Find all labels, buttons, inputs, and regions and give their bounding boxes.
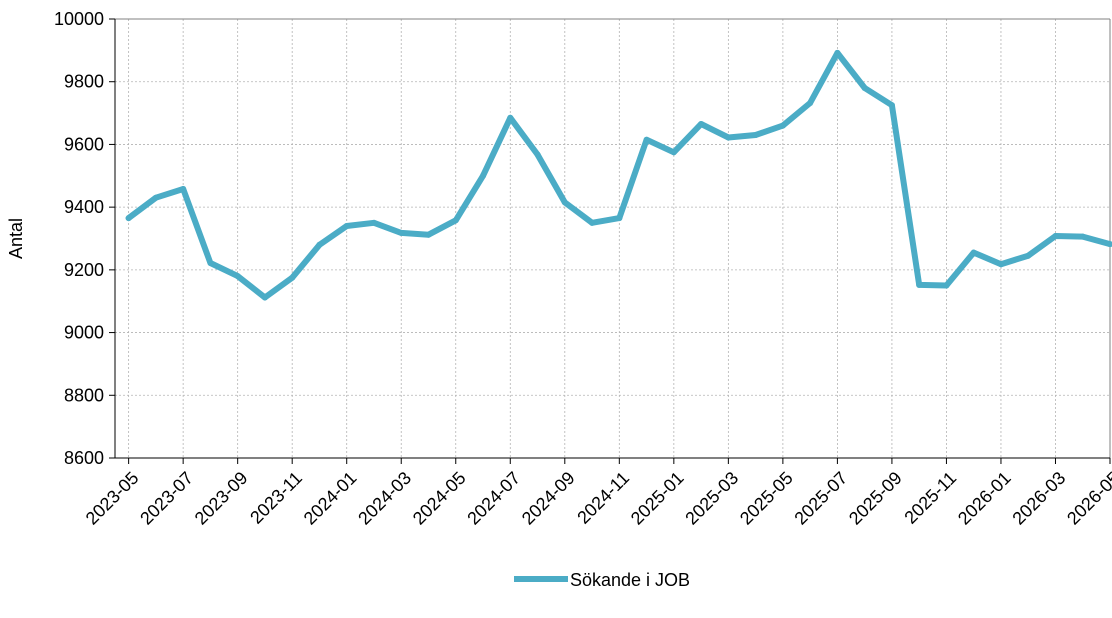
y-tick-label: 9200 bbox=[64, 260, 104, 280]
data-point bbox=[316, 241, 323, 248]
x-tick-label: 2024-09 bbox=[518, 468, 579, 529]
x-tick-label: 2025-11 bbox=[900, 468, 960, 528]
x-tick-label: 2023-11 bbox=[246, 468, 306, 528]
x-tick-label: 2025-03 bbox=[681, 468, 742, 529]
data-point bbox=[970, 249, 977, 256]
y-tick-label: 9800 bbox=[64, 72, 104, 92]
data-point bbox=[180, 185, 187, 192]
data-point bbox=[888, 102, 895, 109]
x-tick-label: 2024-03 bbox=[354, 468, 415, 529]
data-point bbox=[670, 149, 677, 156]
x-tick-label: 2024-11 bbox=[573, 468, 633, 528]
data-point bbox=[398, 229, 405, 236]
x-tick-label: 2024-07 bbox=[463, 468, 524, 529]
data-point bbox=[343, 222, 350, 229]
data-point bbox=[698, 121, 705, 128]
data-point bbox=[1025, 252, 1032, 259]
y-tick-label: 9600 bbox=[64, 134, 104, 154]
data-point bbox=[234, 273, 241, 280]
data-point bbox=[534, 151, 541, 158]
y-tick-label: 10000 bbox=[54, 9, 104, 29]
x-tick-label: 2023-09 bbox=[191, 468, 252, 529]
data-point bbox=[916, 281, 923, 288]
data-point bbox=[370, 219, 377, 226]
data-point bbox=[125, 215, 132, 222]
y-axis-title: Antal bbox=[6, 218, 26, 259]
data-point bbox=[425, 231, 432, 238]
data-point bbox=[1107, 241, 1112, 248]
data-point bbox=[207, 259, 214, 266]
data-point bbox=[643, 136, 650, 143]
data-point bbox=[943, 282, 950, 289]
data-point bbox=[1052, 232, 1059, 239]
data-point bbox=[807, 100, 814, 107]
data-point bbox=[589, 219, 596, 226]
x-tick-label: 2026-03 bbox=[1009, 468, 1070, 529]
grid-lines bbox=[115, 18, 1111, 458]
y-tick-label: 8800 bbox=[64, 385, 104, 405]
data-point bbox=[507, 114, 514, 121]
x-tick-label: 2025-09 bbox=[845, 468, 906, 529]
x-tick-label: 2026-05 bbox=[1063, 468, 1112, 529]
x-tick-label: 2025-07 bbox=[790, 468, 851, 529]
legend-label: Sökande i JOB bbox=[570, 570, 690, 590]
x-tick-label: 2023-07 bbox=[136, 468, 197, 529]
data-point bbox=[861, 84, 868, 91]
data-point bbox=[725, 134, 732, 141]
x-tick-label: 2024-01 bbox=[300, 468, 361, 529]
data-point bbox=[480, 172, 487, 179]
y-tick-label: 8600 bbox=[64, 448, 104, 468]
x-tick-label: 2025-01 bbox=[627, 468, 688, 529]
y-tick-label: 9000 bbox=[64, 323, 104, 343]
data-point bbox=[452, 217, 459, 224]
data-point bbox=[779, 122, 786, 129]
data-point bbox=[997, 261, 1004, 268]
data-point bbox=[616, 215, 623, 222]
x-tick-label: 2024-05 bbox=[409, 468, 470, 529]
legend: Sökande i JOB bbox=[514, 570, 690, 590]
x-tick-label: 2025-05 bbox=[736, 468, 797, 529]
data-point bbox=[834, 49, 841, 56]
data-point bbox=[752, 132, 759, 139]
data-point bbox=[261, 294, 268, 301]
data-point bbox=[1079, 233, 1086, 240]
data-point bbox=[289, 274, 296, 281]
data-point bbox=[561, 199, 568, 206]
x-tick-label: 2023-05 bbox=[82, 468, 143, 529]
y-tick-label: 9400 bbox=[64, 197, 104, 217]
x-tick-label: 2026-01 bbox=[954, 468, 1015, 529]
data-point bbox=[152, 194, 159, 201]
